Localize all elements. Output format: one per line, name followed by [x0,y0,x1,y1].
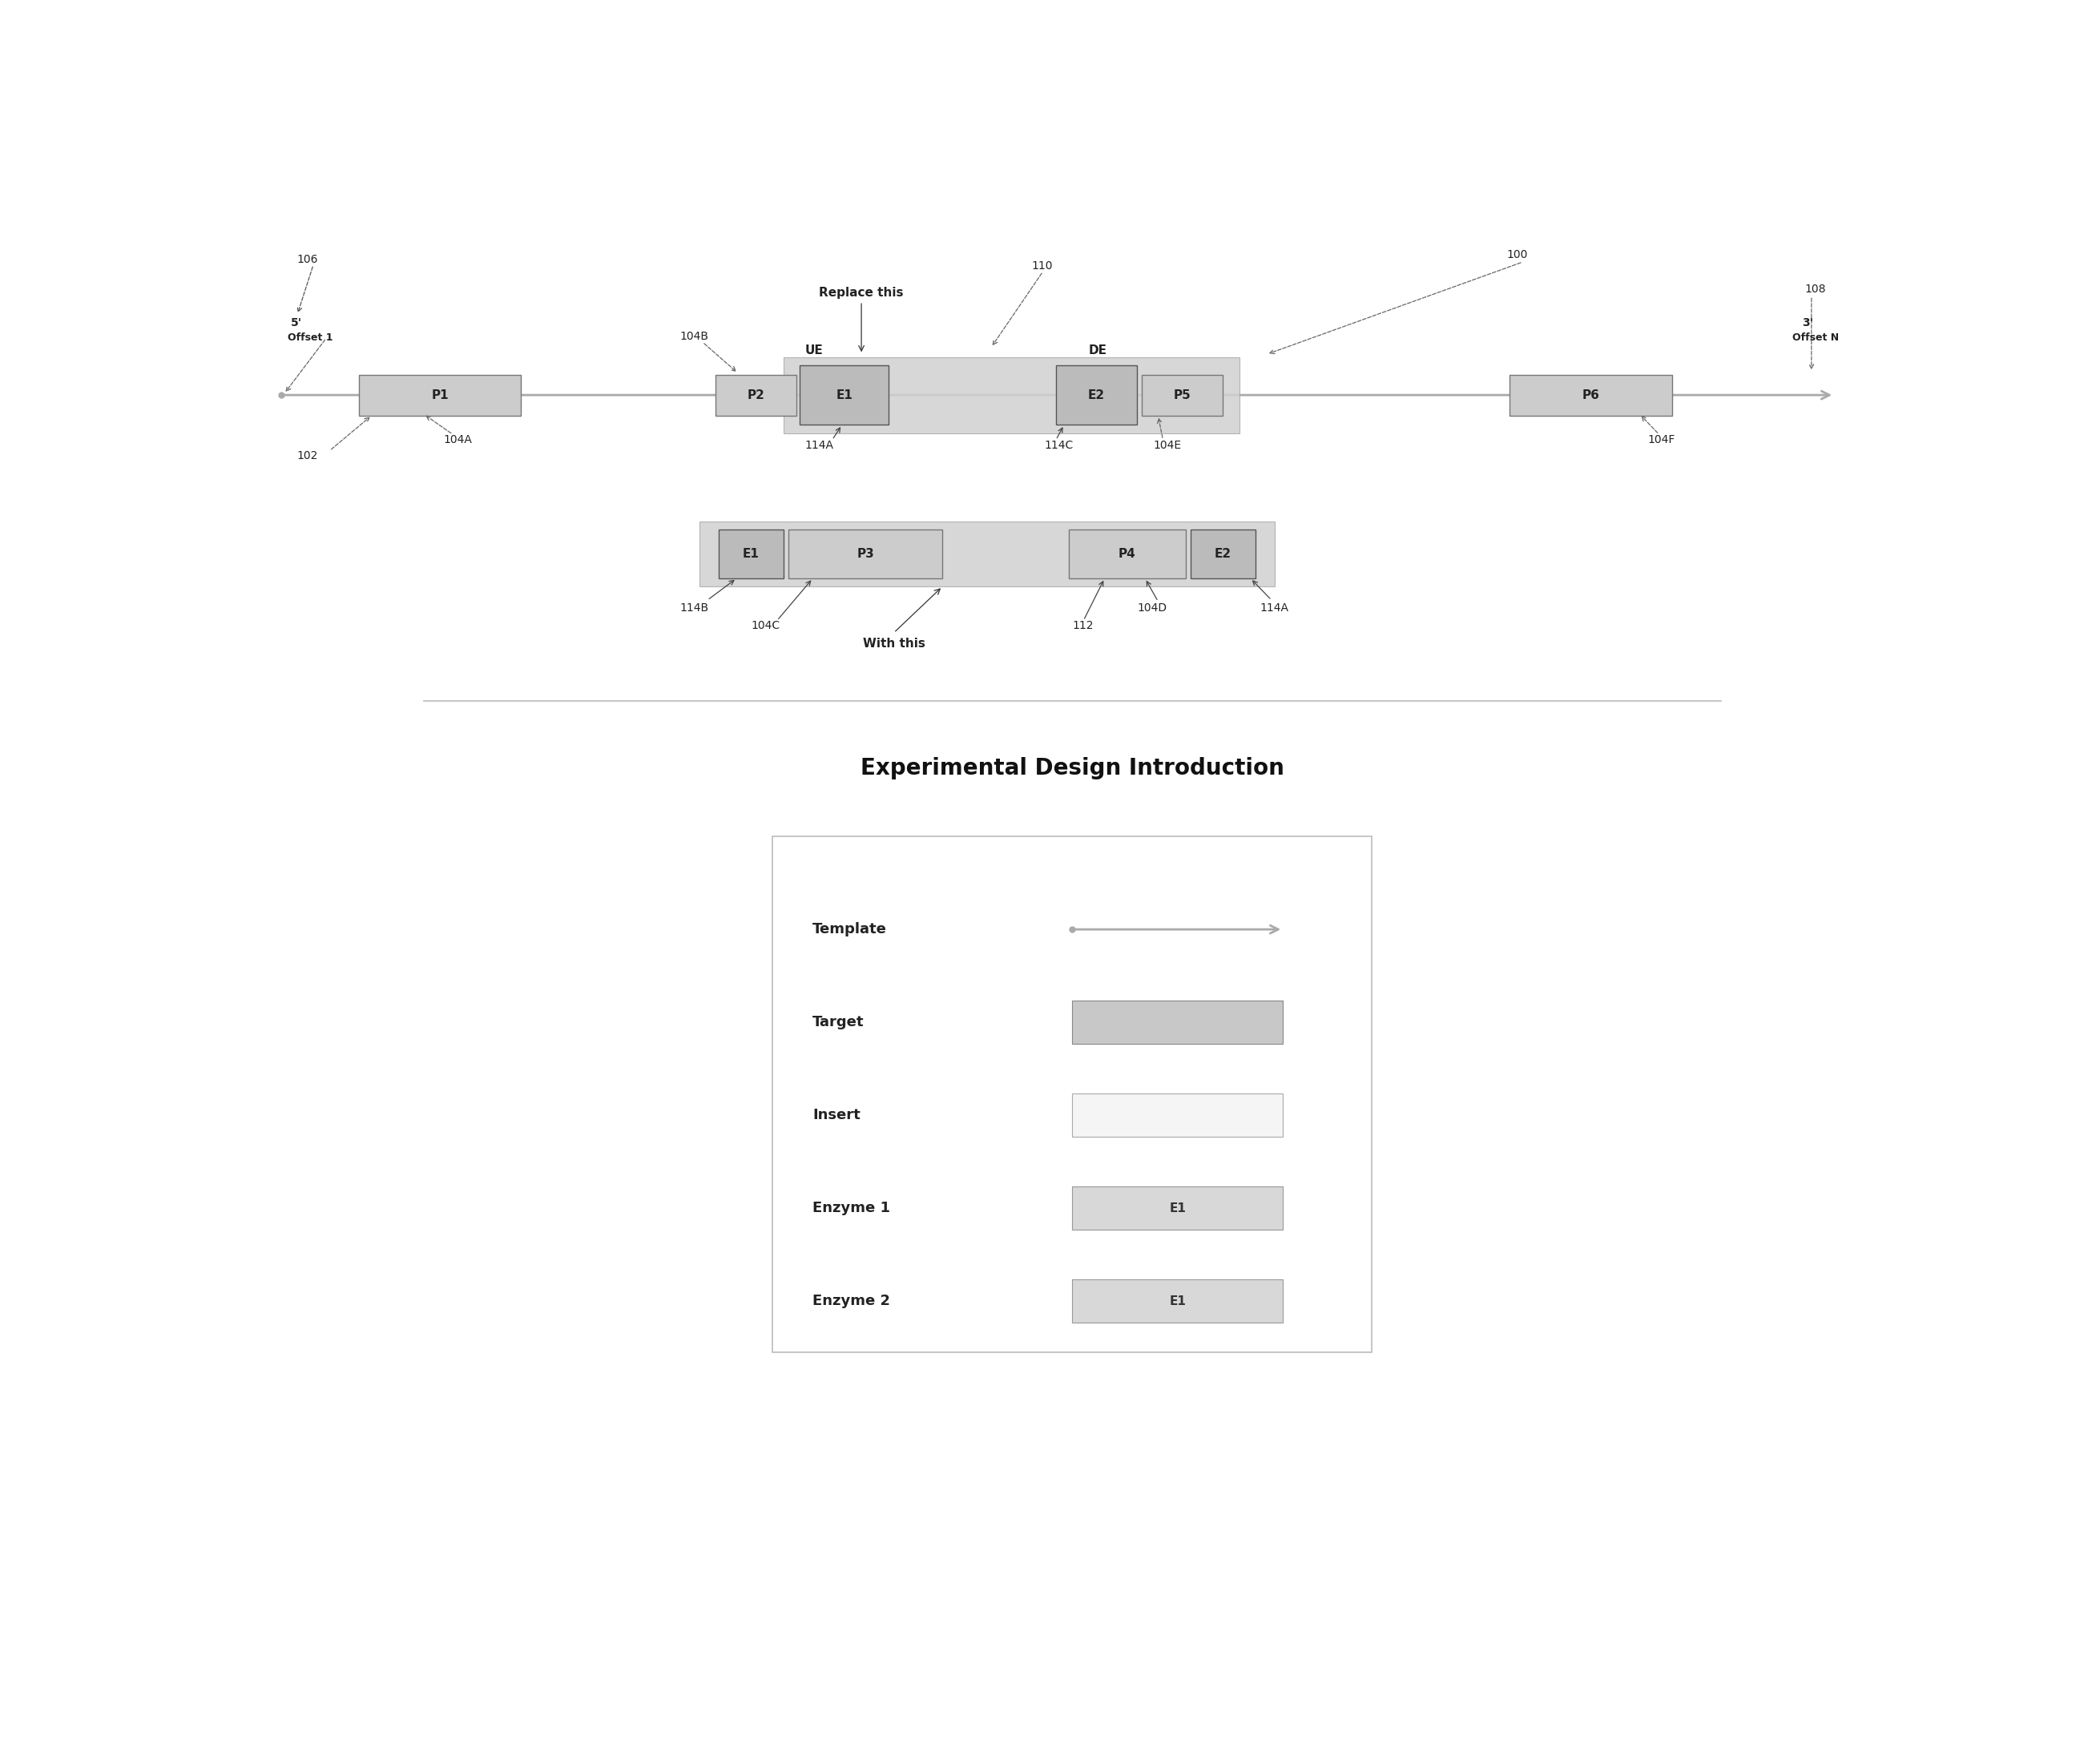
FancyBboxPatch shape [799,365,889,425]
FancyBboxPatch shape [1056,365,1138,425]
Text: Experimental Design Introduction: Experimental Design Introduction [860,757,1284,780]
Text: 100: 100 [1506,249,1527,261]
FancyBboxPatch shape [720,529,784,579]
FancyBboxPatch shape [1069,529,1186,579]
FancyBboxPatch shape [1071,1187,1282,1230]
Text: 114A: 114A [805,439,833,452]
Text: 5': 5' [291,318,301,328]
Text: 104B: 104B [680,332,709,342]
FancyBboxPatch shape [789,529,943,579]
Text: 104F: 104F [1648,434,1676,446]
Text: 104C: 104C [751,621,780,632]
Text: P1: P1 [431,390,448,400]
FancyBboxPatch shape [1510,374,1672,416]
Text: 106: 106 [297,254,318,265]
Text: Enzyme 1: Enzyme 1 [812,1201,891,1215]
Text: Replace this: Replace this [820,288,904,300]
Text: Insert: Insert [812,1108,860,1122]
FancyBboxPatch shape [715,374,797,416]
FancyBboxPatch shape [1071,1094,1282,1138]
Text: P6: P6 [1582,390,1600,400]
Text: 112: 112 [1071,621,1094,632]
Text: E2: E2 [1088,390,1105,400]
Text: With this: With this [862,637,925,649]
Text: E1: E1 [1169,1201,1186,1214]
FancyBboxPatch shape [772,836,1372,1353]
Text: 114B: 114B [680,603,709,614]
Text: Enzyme 2: Enzyme 2 [812,1293,891,1309]
Text: E2: E2 [1215,549,1232,559]
FancyBboxPatch shape [699,522,1274,587]
FancyBboxPatch shape [1071,1000,1282,1044]
Text: 104E: 104E [1153,439,1182,452]
Text: E1: E1 [837,390,854,400]
Text: P3: P3 [858,549,874,559]
Text: 108: 108 [1805,284,1826,295]
Text: Offset N: Offset N [1793,333,1839,344]
Text: 102: 102 [297,450,318,462]
Text: E1: E1 [743,549,759,559]
Text: E1: E1 [1169,1295,1186,1307]
Text: P4: P4 [1119,549,1136,559]
Text: Offset 1: Offset 1 [287,333,333,344]
Text: 114C: 114C [1044,439,1073,452]
FancyBboxPatch shape [1142,374,1224,416]
Text: P5: P5 [1174,390,1190,400]
Text: Template: Template [812,923,887,937]
Text: DE: DE [1088,344,1107,356]
Text: 3': 3' [1801,318,1814,328]
Text: P2: P2 [747,390,766,400]
Text: 104A: 104A [444,434,473,446]
FancyBboxPatch shape [360,374,521,416]
Text: 110: 110 [1031,261,1052,272]
FancyBboxPatch shape [1190,529,1255,579]
FancyBboxPatch shape [784,356,1238,434]
FancyBboxPatch shape [1071,1279,1282,1323]
Text: UE: UE [805,344,822,356]
Text: Target: Target [812,1014,864,1030]
Text: 104D: 104D [1138,603,1167,614]
Text: 114A: 114A [1259,603,1289,614]
